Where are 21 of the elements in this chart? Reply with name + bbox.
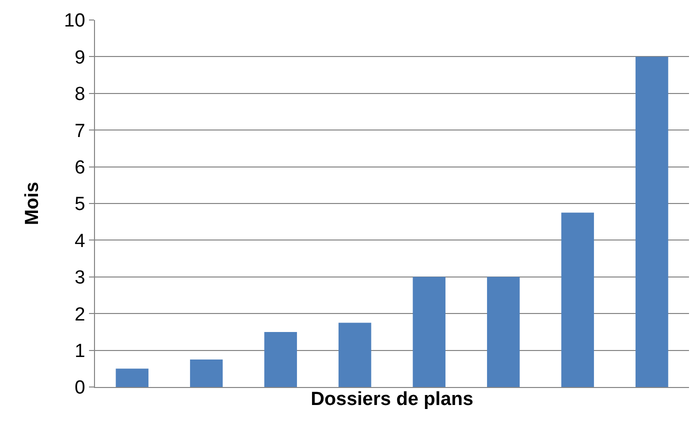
bar [190, 359, 223, 387]
y-tick-label: 3 [74, 268, 86, 289]
y-tick-label: 7 [74, 120, 86, 142]
x-axis-title: Dossiers de plans [310, 388, 474, 410]
y-tick-label: 9 [74, 47, 86, 68]
y-tick-label: 4 [74, 230, 86, 252]
bar [412, 276, 446, 387]
y-tick-label: 10 [64, 10, 86, 32]
bar [636, 56, 668, 387]
bar [487, 276, 520, 387]
bar [116, 368, 148, 387]
y-tick-label: 1 [74, 340, 86, 362]
bar [338, 322, 372, 387]
bar [264, 332, 297, 387]
y-tick-label: 8 [74, 84, 86, 106]
y-tick-label: 2 [74, 304, 86, 326]
bar [561, 212, 594, 387]
y-tick-label: 0 [74, 378, 86, 399]
y-tick-label: 5 [74, 194, 86, 216]
y-tick-label: 6 [74, 157, 86, 178]
y-axis-title: Mois [22, 182, 43, 226]
